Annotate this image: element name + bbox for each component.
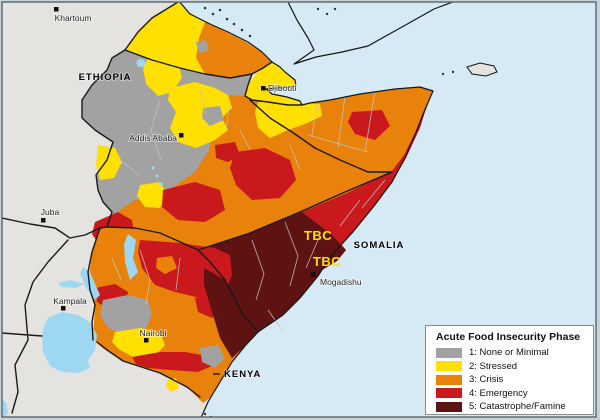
rift-lake xyxy=(159,182,163,186)
country-label-ethiopia: ETHIOPIA xyxy=(79,72,132,83)
legend-title: Acute Food Insecurity Phase xyxy=(436,331,581,343)
region-ethiopia-phase4 xyxy=(162,182,225,222)
city-markers xyxy=(41,7,316,343)
legend-swatch-phase4 xyxy=(436,388,462,399)
region-kenya-phase5-famine xyxy=(204,268,258,358)
legend-label-phase5: 5: Catastrophe/Famine xyxy=(469,401,566,413)
region-somalia-phase4 xyxy=(302,102,428,274)
legend-swatch-phase3 xyxy=(436,374,462,385)
region-ethiopia-phase4 xyxy=(230,148,296,200)
legend-label-phase1: 1: None or Minimal xyxy=(469,347,549,359)
region-kenya-phase3 xyxy=(156,256,177,274)
legend-swatch-phase2 xyxy=(436,361,462,372)
annotation-tbc-1: TBC xyxy=(304,228,332,243)
region-ethiopia-phase2 xyxy=(137,182,168,208)
region-ethiopia-phase2 xyxy=(168,82,232,148)
rift-lake xyxy=(155,174,159,178)
region-djibouti-phase2 xyxy=(245,62,302,105)
region-somalia-phase5-famine xyxy=(198,212,346,332)
island-dot xyxy=(451,70,455,74)
city-label-mogadishu: Mogadishu xyxy=(320,277,362,287)
region-kenya-phase4 xyxy=(132,352,212,372)
city-label-djibouti: Djibouti xyxy=(268,83,296,93)
city-label-addis-ababa: Addis Ababa xyxy=(129,133,177,143)
rift-lake xyxy=(151,166,155,170)
region-eritrea-phase1 xyxy=(196,40,209,53)
region-kenya-phase2 xyxy=(112,328,165,358)
legend-item-phase3: 3: Crisis xyxy=(436,373,589,387)
region-ethiopia-phase1 xyxy=(202,106,224,126)
legend-item-phase1: 1: None or Minimal xyxy=(436,346,589,360)
island-dot xyxy=(203,412,207,416)
khartoum-marker xyxy=(54,7,59,12)
legend-label-phase2: 2: Stressed xyxy=(469,360,518,372)
addis-ababa-marker xyxy=(179,133,184,138)
region-eritrea-phase3 xyxy=(196,22,272,78)
city-label-khartoum: Khartoum xyxy=(55,13,92,23)
legend-item-phase4: 4: Emergency xyxy=(436,387,589,401)
legend-swatch-phase5 xyxy=(436,401,462,412)
lake-kyoga xyxy=(58,280,84,288)
region-somalia-phase4 xyxy=(348,110,390,140)
socotra-island xyxy=(466,62,498,77)
legend-label-phase4: 4: Emergency xyxy=(469,387,528,399)
region-arabia xyxy=(287,2,455,65)
legend-item-phase2: 2: Stressed xyxy=(436,360,589,374)
nairobi-marker xyxy=(144,338,149,343)
legend: Acute Food Insecurity Phase 1: None or M… xyxy=(425,325,594,415)
mogadishu-marker xyxy=(311,272,316,277)
city-label-kampala: Kampala xyxy=(53,296,87,306)
country-label-kenya: KENYA xyxy=(224,369,261,380)
djibouti-marker xyxy=(261,86,266,91)
region-ethiopia-phase2 xyxy=(96,145,122,180)
country-label-somalia: SOMALIA xyxy=(354,240,405,251)
lake-tana xyxy=(136,59,146,67)
region-kenya-phase1 xyxy=(200,345,225,368)
kampala-marker xyxy=(61,306,66,311)
juba-marker xyxy=(41,218,46,223)
lake-tanganyika xyxy=(2,399,8,417)
region-ethiopia-phase4 xyxy=(215,142,240,162)
region-kenya-phase1 xyxy=(100,295,152,335)
region-somalia-phase2 xyxy=(255,102,322,138)
legend-item-phase5: 5: Catastrophe/Famine xyxy=(436,400,589,414)
city-label-juba: Juba xyxy=(41,207,60,217)
lake-turkana xyxy=(124,234,138,280)
lake-albert xyxy=(80,267,100,300)
coastline xyxy=(178,2,434,417)
legend-swatch-phase1 xyxy=(436,347,462,358)
city-label-nairobi: Nairobi xyxy=(140,328,167,338)
island-dot xyxy=(441,72,445,76)
annotation-tbc-2: TBC xyxy=(313,254,341,269)
country-borders xyxy=(2,2,393,414)
legend-label-phase3: 3: Crisis xyxy=(469,374,504,386)
lake-victoria xyxy=(42,312,97,373)
red-sea-islands xyxy=(203,6,337,38)
